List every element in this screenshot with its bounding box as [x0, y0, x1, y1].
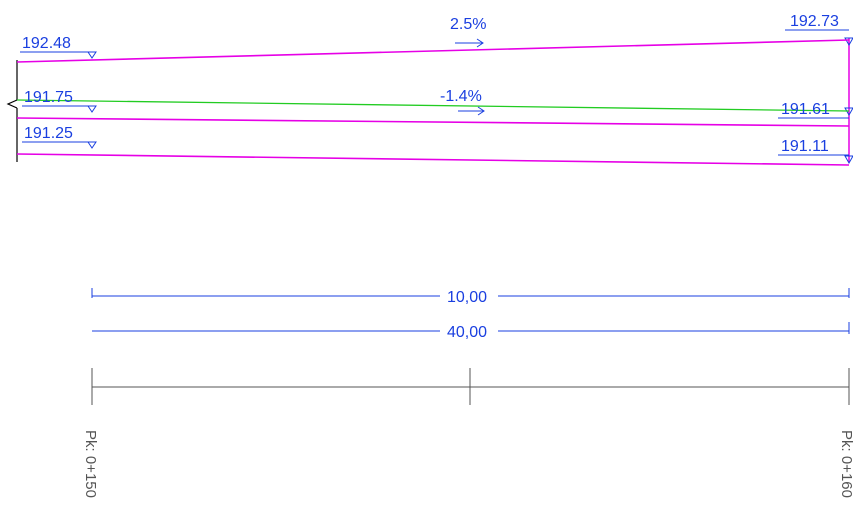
top-profile-line [16, 39, 850, 63]
slope-upper: 2.5% [450, 16, 486, 48]
elevation-mid-right: 191.61 [778, 101, 849, 119]
svg-text:10,00: 10,00 [447, 289, 487, 306]
svg-text:40,00: 40,00 [447, 324, 487, 341]
right-edge-line [844, 37, 853, 165]
elevation-bottom-right: 191.11 [778, 138, 849, 156]
station-axis [91, 368, 850, 405]
slope-arrow-icon [476, 38, 484, 48]
elevation-bottom-left: 191.25 [22, 125, 97, 149]
svg-text:2.5%: 2.5% [450, 16, 486, 33]
svg-text:191.25: 191.25 [24, 125, 73, 142]
svg-text:192.48: 192.48 [22, 35, 71, 52]
svg-text:191.11: 191.11 [781, 138, 829, 155]
svg-text:192.73: 192.73 [790, 13, 839, 30]
slope-arrow-icon [477, 106, 485, 116]
svg-text:191.61: 191.61 [781, 101, 830, 118]
elevation-marker-icon [87, 105, 97, 113]
axis-profile-line [16, 99, 850, 112]
elevation-top-right: 192.73 [785, 13, 849, 31]
elevation-marker-icon [87, 141, 97, 149]
station-start-label: Pk: 0+150 [82, 430, 99, 498]
left-break-line [6, 60, 18, 162]
svg-text:-1.4%: -1.4% [440, 88, 482, 105]
elevation-top-left: 192.48 [20, 35, 97, 59]
dimension-40: 40,00 [92, 322, 850, 341]
slope-lower: -1.4% [440, 88, 485, 116]
dimension-10: 10,00 [91, 288, 850, 306]
svg-text:191.75: 191.75 [24, 89, 73, 106]
elevation-marker-icon [87, 51, 97, 59]
station-end-label: Pk: 0+160 [838, 430, 853, 498]
middle-profile-line [16, 117, 850, 127]
bottom-profile-line [16, 153, 850, 166]
elevation-mid-left: 191.75 [22, 89, 97, 113]
